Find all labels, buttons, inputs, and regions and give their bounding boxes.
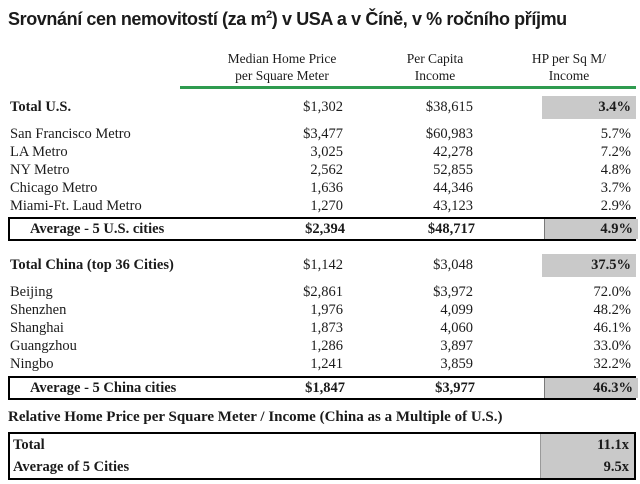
column-header-line: Income [548,68,590,83]
table-row: NY Metro 2,562 52,855 4.8% [8,161,636,179]
ratio-cell: 5.7% [600,125,631,142]
price-cell: 1,241 [310,355,343,372]
income-cell: 4,060 [440,319,473,336]
row-label: Guangzhou [10,337,77,354]
price-cell: 1,286 [310,337,343,354]
price-cell: $2,394 [305,220,345,237]
table-row-average-us: Average - 5 U.S. cities $2,394 $48,717 4… [10,219,638,239]
table-row-average-china: Average - 5 China cities $1,847 $3,977 4… [10,378,638,398]
price-cell: $3,477 [303,125,343,142]
table-row: Beijing $2,861 $3,972 72.0% [8,283,636,301]
row-label: LA Metro [10,143,68,160]
table-row: Shanghai 1,873 4,060 46.1% [8,319,636,337]
table-row: Miami-Ft. Laud Metro 1,270 43,123 2.9% [8,197,636,215]
column-header-line: Median Home Price [227,51,337,66]
income-cell: $3,977 [435,379,475,396]
table-row-total-china: Total China (top 36 Cities) $1,142 $3,04… [8,254,636,277]
price-cell: 1,873 [310,319,343,336]
column-header-median-price: Median Home Price per Square Meter [198,50,366,84]
table-row-total-us: Total U.S. $1,302 $38,615 3.4% [8,96,636,119]
row-label: Total U.S. [10,99,72,115]
title-text-1: Srovnání cen nemovitostí (za m [8,9,267,29]
title-superscript: 2 [266,9,272,21]
table-row: San Francisco Metro $3,477 $60,983 5.7% [8,125,636,143]
income-cell: 52,855 [433,161,473,178]
income-cell: 3,897 [440,337,473,354]
column-header-per-capita-income: Per Capita Income [370,50,500,84]
table-row: LA Metro 3,025 42,278 7.2% [8,143,636,161]
price-cell: $2,861 [303,283,343,300]
income-cell: 42,278 [433,143,473,160]
ratio-cell: 46.3% [544,378,638,398]
row-label: Shanghai [10,319,64,336]
ratio-cell: 48.2% [593,301,631,318]
header-columns: Median Home Price per Square Meter Per C… [180,50,636,89]
ratio-cell: 72.0% [593,283,631,300]
column-header-line: Income [414,68,456,83]
row-label: Average of 5 Cities [13,458,130,475]
relative-table-box: Total 11.1x Average of 5 Cities 9.5x [8,432,636,480]
row-label: Average - 5 U.S. cities [30,220,165,237]
price-cell: 1,976 [310,301,343,318]
row-label: San Francisco Metro [10,125,131,142]
ratio-cell: 37.5% [542,254,636,277]
row-label: Total [13,436,45,453]
ratio-cell: 7.2% [600,143,631,160]
price-cell: 1,636 [310,179,343,196]
column-header-hp-per-sqm-income: HP per Sq M/ Income [490,50,640,84]
ratio-cell: 4.9% [544,219,638,239]
income-cell: 44,346 [433,179,473,196]
average-us-box: Average - 5 U.S. cities $2,394 $48,717 4… [8,217,638,241]
row-label: Miami-Ft. Laud Metro [10,197,142,214]
page-title: Srovnání cen nemovitostí (za m2) v USA a… [8,4,636,29]
title-text-2: ) v USA a v Číně, v % ročního příjmu [271,9,567,29]
table-row: Shenzhen 1,976 4,099 48.2% [8,301,636,319]
row-label: Total China (top 36 Cities) [10,257,174,273]
column-header-line: Per Capita [406,51,464,66]
ratio-cell: 3.4% [542,96,636,119]
table-row-relative-average: Average of 5 Cities 9.5x [10,456,634,478]
row-label: Shenzhen [10,301,67,318]
column-header-line: HP per Sq M/ [531,51,607,66]
income-cell: 3,859 [440,355,473,372]
row-label: NY Metro [10,161,70,178]
income-cell: $38,615 [425,99,473,115]
header-spacer [8,50,180,89]
price-cell: 2,562 [310,161,343,178]
income-cell: $3,972 [433,283,473,300]
ratio-cell: 2.9% [600,197,631,214]
row-label: Beijing [10,283,53,300]
ratio-cell: 33.0% [593,337,631,354]
row-label: Average - 5 China cities [30,379,177,396]
price-cell: $1,302 [303,99,343,115]
table-row: Chicago Metro 1,636 44,346 3.7% [8,179,636,197]
ratio-cell: 46.1% [593,319,631,336]
price-cell: $1,847 [305,379,345,396]
ratio-cell: 3.7% [600,179,631,196]
income-cell: $48,717 [427,220,475,237]
price-cell: 1,270 [310,197,343,214]
income-cell: 4,099 [440,301,473,318]
income-cell: 43,123 [433,197,473,214]
row-label: Chicago Metro [10,179,98,196]
table-row-relative-total: Total 11.1x [10,434,634,456]
income-cell: $3,048 [433,257,473,273]
row-label: Ningbo [10,355,54,372]
multiple-cell: 9.5x [540,456,634,478]
ratio-cell: 32.2% [593,355,631,372]
income-cell: $60,983 [425,125,473,142]
ratio-cell: 4.8% [600,161,631,178]
table-row: Ningbo 1,241 3,859 32.2% [8,355,636,373]
average-china-box: Average - 5 China cities $1,847 $3,977 4… [8,376,638,400]
table-row: Guangzhou 1,286 3,897 33.0% [8,337,636,355]
price-cell: $1,142 [303,257,343,273]
relative-section-heading: Relative Home Price per Square Meter / I… [8,409,503,425]
multiple-cell: 11.1x [540,434,634,456]
column-header-line: per Square Meter [235,68,329,83]
price-cell: 3,025 [310,143,343,160]
table-header: Median Home Price per Square Meter Per C… [8,50,636,89]
